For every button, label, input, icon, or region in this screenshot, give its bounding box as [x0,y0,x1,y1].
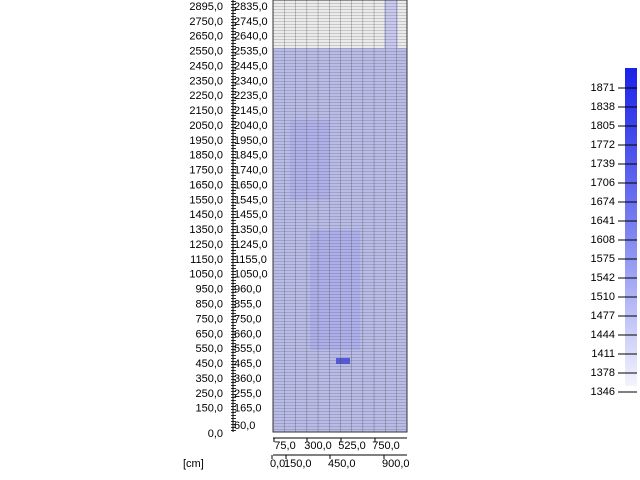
right-axis-label: 165,0 [234,403,262,415]
color-scale-label: 1805 [591,120,615,132]
color-scale-label: 1477 [591,310,615,322]
color-scale-label: 1510 [591,291,615,303]
right-axis-label: 750,0 [234,313,262,325]
right-axis-label: 1950,0 [234,135,268,147]
color-scale-label: 1411 [591,348,615,360]
left-axis-label: 2350,0 [189,75,223,87]
left-axis-label: 2050,0 [189,120,223,132]
left-axis-label: 450,0 [195,358,223,370]
left-axis-label: 2750,0 [189,16,223,28]
color-scale-label: 1674 [591,196,615,208]
left-axis-label: 1950,0 [189,135,223,147]
color-scale-label: 1608 [591,234,615,246]
left-axis-label: 750,0 [195,313,223,325]
left-axis-label: 1550,0 [189,194,223,206]
bottom-axis-label: 300,0 [304,440,332,452]
color-scale-label: 1641 [591,215,615,227]
bottom-axis-label: 900,0 [382,458,410,470]
right-axis-label: 2745,0 [234,16,268,28]
heatmap [272,0,408,433]
left-axis-label: 1650,0 [189,179,223,191]
left-axis-label: 350,0 [195,373,223,385]
bottom-axis-label: 525,0 [338,440,366,452]
right-axis-label: 1845,0 [234,150,268,162]
left-axis-label: 2150,0 [189,105,223,117]
left-axis-label: 1250,0 [189,239,223,251]
left-axis-label: 1850,0 [189,150,223,162]
right-axis-label: 1740,0 [234,165,268,177]
left-axis-label: 850,0 [195,299,223,311]
labels: 2895,0 2750,0 2650,0 2550,0 2450,0 2350,0 2250… [189,1,637,470]
right-axis-label: 2340,0 [234,75,268,87]
right-axis-label: 1650,0 [234,179,268,191]
right-axis-label: 2145,0 [234,105,268,117]
left-axis-label: 2895,0 [189,1,223,13]
left-axis-label: 2450,0 [189,60,223,72]
color-scale-label: 1706 [591,177,615,189]
left-axis-label: 1450,0 [189,209,223,221]
right-axis-label: 1545,0 [234,194,268,206]
right-axis-label: 2835,0 [234,1,268,13]
left-axis-label: 1350,0 [189,224,223,236]
left-axis-label: 950,0 [195,284,223,296]
color-scale-label: 1542 [591,272,615,284]
right-axis-label: 2640,0 [234,31,268,43]
color-scale-label: 1739 [591,158,615,170]
right-axis-label: 2535,0 [234,46,268,58]
right-axis-label: 960,0 [234,284,262,296]
color-scale-label: 1378 [591,367,615,379]
left-axis-label: 250,0 [195,388,223,400]
right-axis-label: 855,0 [234,299,262,311]
left-axis-label: 1750,0 [189,165,223,177]
left-axis-label: 2250,0 [189,90,223,102]
color-scale-label: 1871 [591,82,615,94]
right-axis-label: 1245,0 [234,239,268,251]
left-axis-label: 650,0 [195,328,223,340]
left-axis-label: 0,0 [208,428,223,440]
left-axis-label: 2650,0 [189,31,223,43]
left-axis-label: 2550,0 [189,46,223,58]
color-scale-label: 1346 [591,386,615,398]
right-axis-label: 2235,0 [234,90,268,102]
left-axis-label: 150,0 [195,403,223,415]
left-axis-label: 1150,0 [190,254,223,266]
right-axis-label: 2445,0 [234,60,268,72]
bottom-axis-label: 450,0 [328,458,356,470]
right-axis-label: 660,0 [234,328,262,340]
right-axis-label: 2040,0 [234,120,268,132]
left-axis-label: 550,0 [195,343,223,355]
color-scale-label: 1575 [591,253,615,265]
right-axis-label: 1455,0 [234,209,268,221]
right-axis-label: 360,0 [234,373,262,385]
right-axis-label: 255,0 [234,388,262,400]
color-scale-bar [625,68,637,386]
bottom-axis-label: 150,0 [284,458,312,470]
right-axis-label: 60,0 [234,420,255,432]
right-axis-label: 1050,0 [234,269,268,281]
right-axis-label: 1155,0 [234,254,267,266]
color-scale-label: 1838 [591,101,615,113]
color-scale-label: 1772 [591,139,615,151]
bottom-axis-label: 0,0 [270,458,285,470]
right-axis-label: 555,0 [234,343,262,355]
bottom-axis-label: 750,0 [372,440,400,452]
left-axis-label: 1050,0 [189,269,223,281]
right-axis-label: 465,0 [234,358,262,370]
right-axis-label: 1350,0 [234,224,268,236]
unit-label: [cm] [183,458,204,470]
bottom-axis-label: 75,0 [274,440,295,452]
color-scale-label: 1444 [591,329,615,341]
